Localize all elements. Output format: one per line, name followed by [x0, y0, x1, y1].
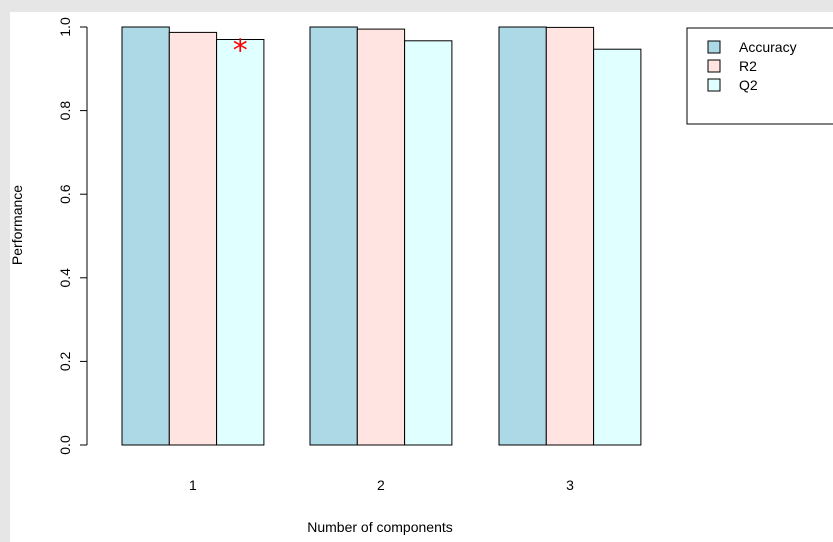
legend-swatch-q2 — [707, 78, 721, 92]
y-tick-label: 0.6 — [57, 184, 73, 204]
bar-q2-2 — [404, 40, 453, 446]
bar-accuracy-1 — [121, 26, 170, 446]
bar-q2-3 — [593, 48, 642, 446]
legend-label-accuracy: Accuracy — [739, 39, 797, 55]
y-axis: 0.0 0.2 0.4 0.6 0.8 1.0 — [57, 17, 88, 455]
x-axis-labels: 1 2 3 — [189, 477, 574, 493]
bar-r2-1 — [168, 31, 218, 446]
x-tick-label: 1 — [189, 477, 197, 493]
legend-swatch-accuracy — [707, 40, 721, 54]
best-model-star: * — [233, 34, 248, 69]
y-axis-title: Performance — [9, 185, 25, 265]
y-tick-label: 1.0 — [57, 17, 73, 37]
bar-q2-1 — [216, 39, 265, 446]
x-tick-label: 3 — [566, 477, 574, 493]
y-tick-label: 0.2 — [57, 351, 73, 371]
bar-accuracy-2 — [309, 26, 358, 446]
bar-r2-2 — [356, 28, 406, 446]
legend: Accuracy R2 Q2 — [686, 27, 833, 125]
legend-swatch-r2 — [707, 59, 721, 73]
bar-accuracy-3 — [498, 26, 547, 446]
x-axis-title: Number of components — [307, 519, 453, 535]
legend-label-r2: R2 — [739, 58, 757, 74]
bars-group — [121, 26, 642, 446]
bar-r2-3 — [545, 26, 595, 446]
y-tick-label: 0.0 — [57, 435, 73, 455]
legend-label-q2: Q2 — [739, 77, 758, 93]
y-tick-label: 0.8 — [57, 101, 73, 121]
y-tick-label: 0.4 — [57, 268, 73, 288]
x-tick-label: 2 — [377, 477, 385, 493]
